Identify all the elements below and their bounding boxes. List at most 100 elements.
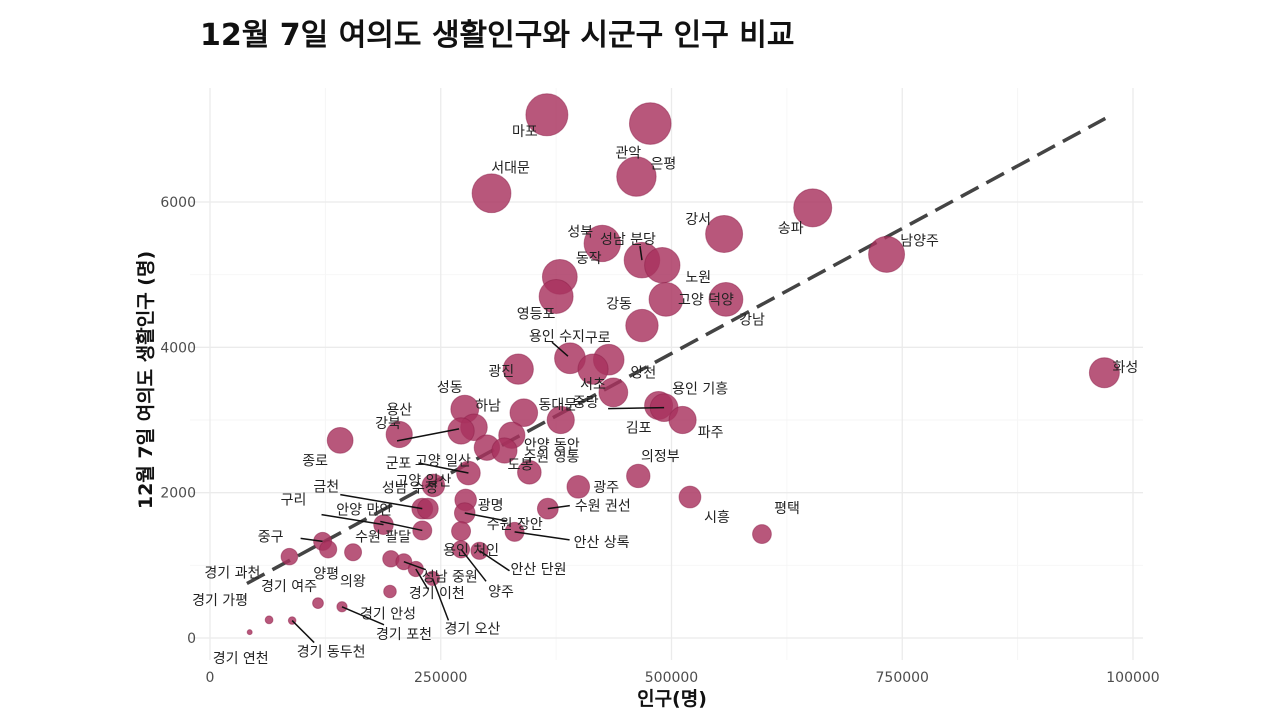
point-label: 안산 상록 <box>574 535 630 551</box>
point-label: 광주 <box>593 480 619 496</box>
bubble-point <box>752 524 772 544</box>
grid-lines <box>190 88 1143 660</box>
point-label: 용인 처인 <box>443 543 499 559</box>
x-tick-label: 500000 <box>645 670 698 686</box>
bubble-point <box>421 473 446 498</box>
bubble-point <box>566 475 591 499</box>
point-label: 마포 <box>512 124 538 140</box>
bubble-point <box>598 377 629 408</box>
trend-line <box>246 116 1107 586</box>
point-label: 김포 <box>626 420 652 436</box>
bubble-point <box>326 426 354 454</box>
point-label: 성남 중원 <box>422 570 478 586</box>
point-label: 동대문 <box>538 398 577 414</box>
point-label: 평택 <box>774 501 800 517</box>
point-label: 중구 <box>258 529 284 545</box>
bubble-point <box>546 405 575 435</box>
point-label: 용인 수지 <box>529 329 585 345</box>
point-label: 중랑 <box>573 395 599 411</box>
bubble-point <box>628 102 672 145</box>
label-leader-line <box>291 620 315 644</box>
point-label: 관악 <box>615 146 641 162</box>
label-leader-line <box>460 548 487 582</box>
point-label: 양주 <box>488 584 514 600</box>
point-label: 성남 수정 <box>382 481 438 497</box>
bubble-point <box>577 353 609 385</box>
y-tick-label: 2000 <box>160 486 196 502</box>
label-leader-line <box>418 462 469 474</box>
chart-title: 12월 7일 여의도 생활인구와 시군구 인구 비교 <box>200 18 795 53</box>
point-label: 경기 오산 <box>444 621 500 637</box>
point-label: 고양 덕양 <box>678 292 734 308</box>
point-label: 노원 <box>685 270 711 286</box>
bubble-point <box>538 278 574 314</box>
bubble-point <box>625 308 659 343</box>
x-tick-label: 0 <box>206 670 215 686</box>
point-label: 용산 <box>386 403 412 419</box>
label-leader-line <box>464 512 507 522</box>
point-label: 경기 안성 <box>360 606 416 622</box>
point-label: 경기 가평 <box>192 593 248 609</box>
bubble-point <box>246 629 253 636</box>
point-label: 송파 <box>778 221 804 237</box>
point-label: 안양 동안 <box>524 437 580 453</box>
point-label: 안양 만안 <box>336 502 392 518</box>
label-leader-line <box>639 246 643 261</box>
bubble-point <box>471 173 512 214</box>
bubble-point <box>319 540 338 559</box>
bubble-point <box>344 543 363 562</box>
x-tick-label: 250000 <box>414 670 467 686</box>
point-label: 양평 <box>313 566 339 582</box>
point-label: 동작 <box>576 251 602 267</box>
label-leader-line <box>300 537 323 543</box>
point-label: 서대문 <box>491 160 530 176</box>
point-label: 수원 권선 <box>575 499 631 515</box>
bubble-point <box>383 584 397 599</box>
point-label: 수원 팔달 <box>355 529 411 545</box>
point-label: 은평 <box>651 157 677 173</box>
bubble-point <box>525 93 569 137</box>
label-leader-line <box>321 513 384 526</box>
bubble-point <box>793 188 833 228</box>
label-leader-line <box>415 568 429 590</box>
bubble-point <box>280 547 299 566</box>
point-label: 광명 <box>478 498 504 514</box>
point-label: 강남 <box>739 312 765 328</box>
point-label: 성남 분당 <box>600 232 656 248</box>
bubble-point <box>509 398 539 428</box>
point-label: 서초 <box>580 377 606 393</box>
label-leader-line <box>431 578 450 621</box>
point-label: 고양 일산 <box>415 454 471 470</box>
point-label: 화성 <box>1113 360 1139 376</box>
point-label: 시흥 <box>704 510 730 526</box>
label-leader-line <box>551 341 569 357</box>
point-label: 하남 <box>475 398 501 414</box>
label-leader-line <box>341 606 385 626</box>
bubble-point <box>868 235 906 273</box>
x-tick-label: 750000 <box>876 670 929 686</box>
bubble-point <box>517 460 542 485</box>
leader-lines <box>291 246 665 644</box>
bubble-point <box>491 437 518 464</box>
point-label: 강서 <box>685 212 711 228</box>
bubble-point <box>583 224 621 263</box>
point-label: 영등포 <box>517 306 556 322</box>
bubble-point <box>1088 357 1120 389</box>
label-leader-line <box>547 504 570 510</box>
point-label: 의왕 <box>340 574 366 590</box>
point-label: 강북 <box>375 416 401 432</box>
point-label: 경기 연천 <box>213 651 269 667</box>
point-label: 성북 <box>567 224 593 240</box>
point-label: 안산 단원 <box>511 562 567 578</box>
label-leader-line <box>403 560 427 571</box>
point-label: 강동 <box>606 297 632 313</box>
bubbles <box>246 93 1120 636</box>
point-label: 구로 <box>585 331 611 347</box>
y-tick-label: 6000 <box>160 195 196 211</box>
label-leader-line <box>396 428 460 442</box>
label-leader-line <box>340 493 423 510</box>
point-label: 경기 여주 <box>261 579 317 595</box>
bubble-point <box>451 521 472 542</box>
point-label: 경기 과천 <box>204 566 260 582</box>
